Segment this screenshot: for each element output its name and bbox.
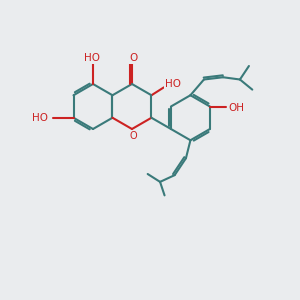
Text: O: O	[129, 53, 138, 63]
Text: O: O	[130, 130, 137, 141]
Text: HO: HO	[32, 113, 48, 123]
Text: OH: OH	[228, 103, 244, 113]
Text: HO: HO	[165, 79, 181, 89]
Text: HO: HO	[83, 53, 100, 63]
